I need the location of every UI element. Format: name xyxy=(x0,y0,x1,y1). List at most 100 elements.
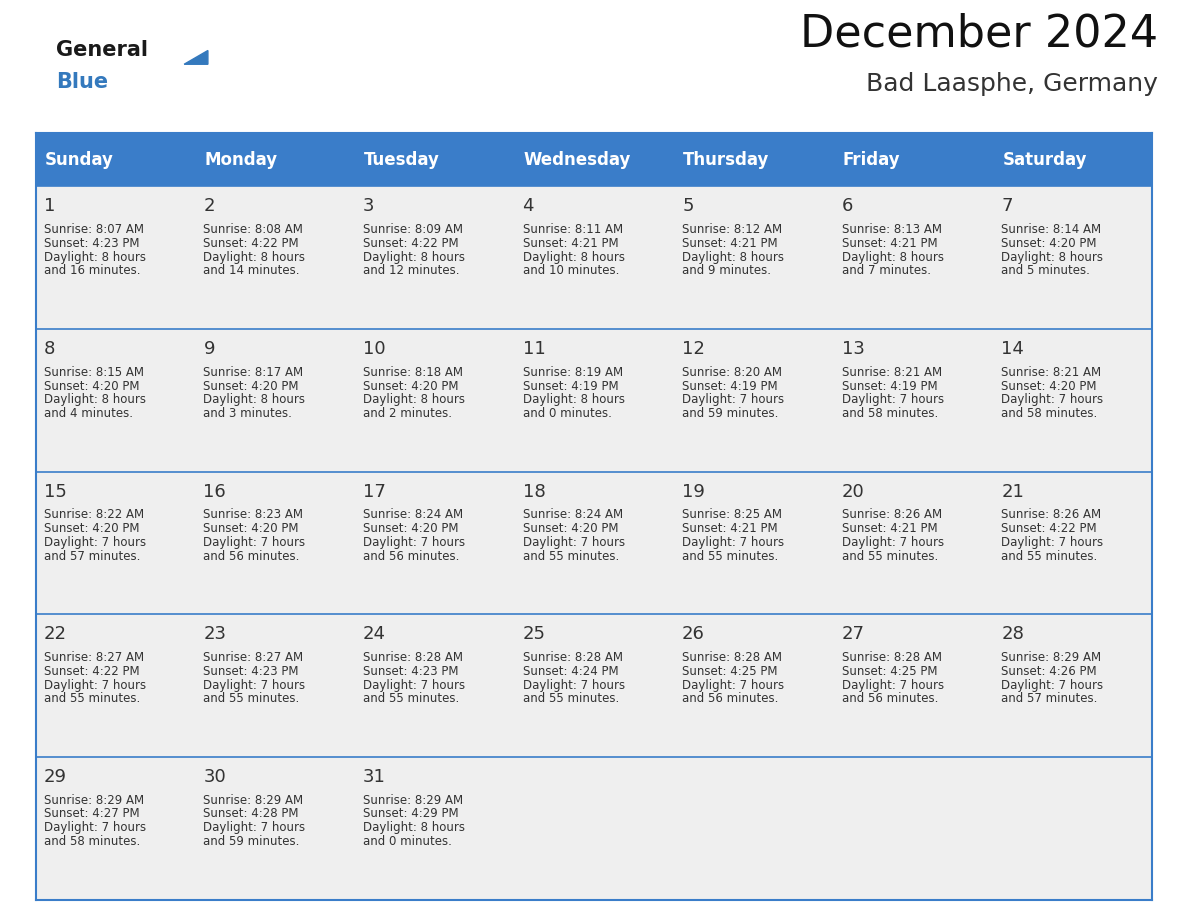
Text: Sunrise: 8:25 AM: Sunrise: 8:25 AM xyxy=(682,509,782,521)
Bar xyxy=(36,614,1152,757)
Text: and 58 minutes.: and 58 minutes. xyxy=(44,835,140,848)
Text: 26: 26 xyxy=(682,625,704,644)
Bar xyxy=(36,472,1152,614)
Text: Daylight: 7 hours: Daylight: 7 hours xyxy=(682,393,784,407)
Text: 3: 3 xyxy=(364,197,374,216)
Text: and 0 minutes.: and 0 minutes. xyxy=(364,835,451,848)
Bar xyxy=(355,133,514,186)
Text: 28: 28 xyxy=(1001,625,1024,644)
Text: Daylight: 8 hours: Daylight: 8 hours xyxy=(364,393,465,407)
Text: December 2024: December 2024 xyxy=(801,12,1158,55)
Text: Sunset: 4:21 PM: Sunset: 4:21 PM xyxy=(841,522,937,535)
Text: Daylight: 8 hours: Daylight: 8 hours xyxy=(203,251,305,263)
Text: Sunrise: 8:29 AM: Sunrise: 8:29 AM xyxy=(364,794,463,807)
Text: Sunset: 4:19 PM: Sunset: 4:19 PM xyxy=(682,379,778,393)
Text: 1: 1 xyxy=(44,197,56,216)
Polygon shape xyxy=(184,50,208,64)
Text: Sunrise: 8:26 AM: Sunrise: 8:26 AM xyxy=(841,509,942,521)
Text: Sunset: 4:25 PM: Sunset: 4:25 PM xyxy=(841,665,937,677)
Text: Sunrise: 8:11 AM: Sunrise: 8:11 AM xyxy=(523,223,623,236)
Text: 22: 22 xyxy=(44,625,67,644)
Text: Daylight: 8 hours: Daylight: 8 hours xyxy=(364,822,465,834)
Text: 2: 2 xyxy=(203,197,215,216)
Text: 16: 16 xyxy=(203,483,226,500)
Text: and 56 minutes.: and 56 minutes. xyxy=(682,692,778,705)
Text: and 55 minutes.: and 55 minutes. xyxy=(841,550,937,563)
Text: 10: 10 xyxy=(364,340,386,358)
Text: Sunset: 4:20 PM: Sunset: 4:20 PM xyxy=(364,522,459,535)
Text: Daylight: 7 hours: Daylight: 7 hours xyxy=(523,536,625,549)
Text: 27: 27 xyxy=(841,625,865,644)
Text: and 2 minutes.: and 2 minutes. xyxy=(364,407,451,420)
Text: and 55 minutes.: and 55 minutes. xyxy=(203,692,299,705)
Text: Sunrise: 8:27 AM: Sunrise: 8:27 AM xyxy=(44,651,144,664)
Text: Sunrise: 8:20 AM: Sunrise: 8:20 AM xyxy=(682,365,782,379)
Bar xyxy=(36,186,1152,329)
Text: Daylight: 7 hours: Daylight: 7 hours xyxy=(682,536,784,549)
Text: and 56 minutes.: and 56 minutes. xyxy=(841,692,939,705)
Bar xyxy=(993,133,1152,186)
Text: Sunset: 4:20 PM: Sunset: 4:20 PM xyxy=(523,522,618,535)
Text: Sunset: 4:29 PM: Sunset: 4:29 PM xyxy=(364,808,459,821)
Text: Sunrise: 8:21 AM: Sunrise: 8:21 AM xyxy=(1001,365,1101,379)
Text: Sunset: 4:20 PM: Sunset: 4:20 PM xyxy=(203,522,299,535)
Text: and 4 minutes.: and 4 minutes. xyxy=(44,407,133,420)
Text: and 58 minutes.: and 58 minutes. xyxy=(1001,407,1098,420)
Text: Daylight: 7 hours: Daylight: 7 hours xyxy=(203,822,305,834)
Text: and 3 minutes.: and 3 minutes. xyxy=(203,407,292,420)
Text: and 55 minutes.: and 55 minutes. xyxy=(364,692,460,705)
Text: and 59 minutes.: and 59 minutes. xyxy=(203,835,299,848)
Text: Sunrise: 8:24 AM: Sunrise: 8:24 AM xyxy=(523,509,623,521)
Text: Thursday: Thursday xyxy=(683,151,770,169)
Text: Sunset: 4:22 PM: Sunset: 4:22 PM xyxy=(203,237,299,250)
Text: Bad Laasphe, Germany: Bad Laasphe, Germany xyxy=(866,73,1158,96)
Text: Daylight: 7 hours: Daylight: 7 hours xyxy=(44,536,146,549)
Bar xyxy=(514,133,674,186)
Text: Sunday: Sunday xyxy=(45,151,114,169)
Text: Daylight: 7 hours: Daylight: 7 hours xyxy=(203,678,305,691)
Text: 15: 15 xyxy=(44,483,67,500)
Text: Sunset: 4:20 PM: Sunset: 4:20 PM xyxy=(44,379,139,393)
Text: Sunrise: 8:18 AM: Sunrise: 8:18 AM xyxy=(364,365,463,379)
Text: and 56 minutes.: and 56 minutes. xyxy=(364,550,460,563)
Text: Sunrise: 8:13 AM: Sunrise: 8:13 AM xyxy=(841,223,942,236)
Text: and 10 minutes.: and 10 minutes. xyxy=(523,264,619,277)
Text: Sunrise: 8:28 AM: Sunrise: 8:28 AM xyxy=(682,651,782,664)
Text: 6: 6 xyxy=(841,197,853,216)
Text: Wednesday: Wednesday xyxy=(524,151,631,169)
Text: 12: 12 xyxy=(682,340,704,358)
Text: Sunrise: 8:29 AM: Sunrise: 8:29 AM xyxy=(1001,651,1101,664)
Text: and 55 minutes.: and 55 minutes. xyxy=(682,550,778,563)
Text: 8: 8 xyxy=(44,340,56,358)
Text: and 58 minutes.: and 58 minutes. xyxy=(841,407,937,420)
Text: Daylight: 7 hours: Daylight: 7 hours xyxy=(841,393,943,407)
Text: Daylight: 7 hours: Daylight: 7 hours xyxy=(1001,536,1104,549)
Text: Sunrise: 8:28 AM: Sunrise: 8:28 AM xyxy=(364,651,463,664)
Text: Tuesday: Tuesday xyxy=(365,151,440,169)
Text: Sunset: 4:20 PM: Sunset: 4:20 PM xyxy=(1001,237,1097,250)
Text: Sunset: 4:22 PM: Sunset: 4:22 PM xyxy=(1001,522,1097,535)
Text: Sunrise: 8:24 AM: Sunrise: 8:24 AM xyxy=(364,509,463,521)
Text: Sunset: 4:21 PM: Sunset: 4:21 PM xyxy=(523,237,618,250)
Text: and 55 minutes.: and 55 minutes. xyxy=(523,692,619,705)
Text: 25: 25 xyxy=(523,625,545,644)
Text: Sunset: 4:21 PM: Sunset: 4:21 PM xyxy=(841,237,937,250)
Text: Daylight: 7 hours: Daylight: 7 hours xyxy=(841,678,943,691)
Text: Sunset: 4:23 PM: Sunset: 4:23 PM xyxy=(44,237,139,250)
Text: and 56 minutes.: and 56 minutes. xyxy=(203,550,299,563)
Text: Daylight: 7 hours: Daylight: 7 hours xyxy=(44,678,146,691)
Text: Sunset: 4:20 PM: Sunset: 4:20 PM xyxy=(44,522,139,535)
Text: Sunset: 4:25 PM: Sunset: 4:25 PM xyxy=(682,665,778,677)
Text: Daylight: 8 hours: Daylight: 8 hours xyxy=(682,251,784,263)
Text: and 16 minutes.: and 16 minutes. xyxy=(44,264,140,277)
Text: Sunrise: 8:08 AM: Sunrise: 8:08 AM xyxy=(203,223,303,236)
Text: Sunrise: 8:29 AM: Sunrise: 8:29 AM xyxy=(203,794,304,807)
Text: Daylight: 7 hours: Daylight: 7 hours xyxy=(1001,678,1104,691)
Text: Sunrise: 8:26 AM: Sunrise: 8:26 AM xyxy=(1001,509,1101,521)
Text: Sunset: 4:19 PM: Sunset: 4:19 PM xyxy=(841,379,937,393)
Text: Sunset: 4:23 PM: Sunset: 4:23 PM xyxy=(203,665,299,677)
Text: Daylight: 8 hours: Daylight: 8 hours xyxy=(44,251,146,263)
Text: Sunrise: 8:07 AM: Sunrise: 8:07 AM xyxy=(44,223,144,236)
Text: and 9 minutes.: and 9 minutes. xyxy=(682,264,771,277)
Text: 7: 7 xyxy=(1001,197,1012,216)
